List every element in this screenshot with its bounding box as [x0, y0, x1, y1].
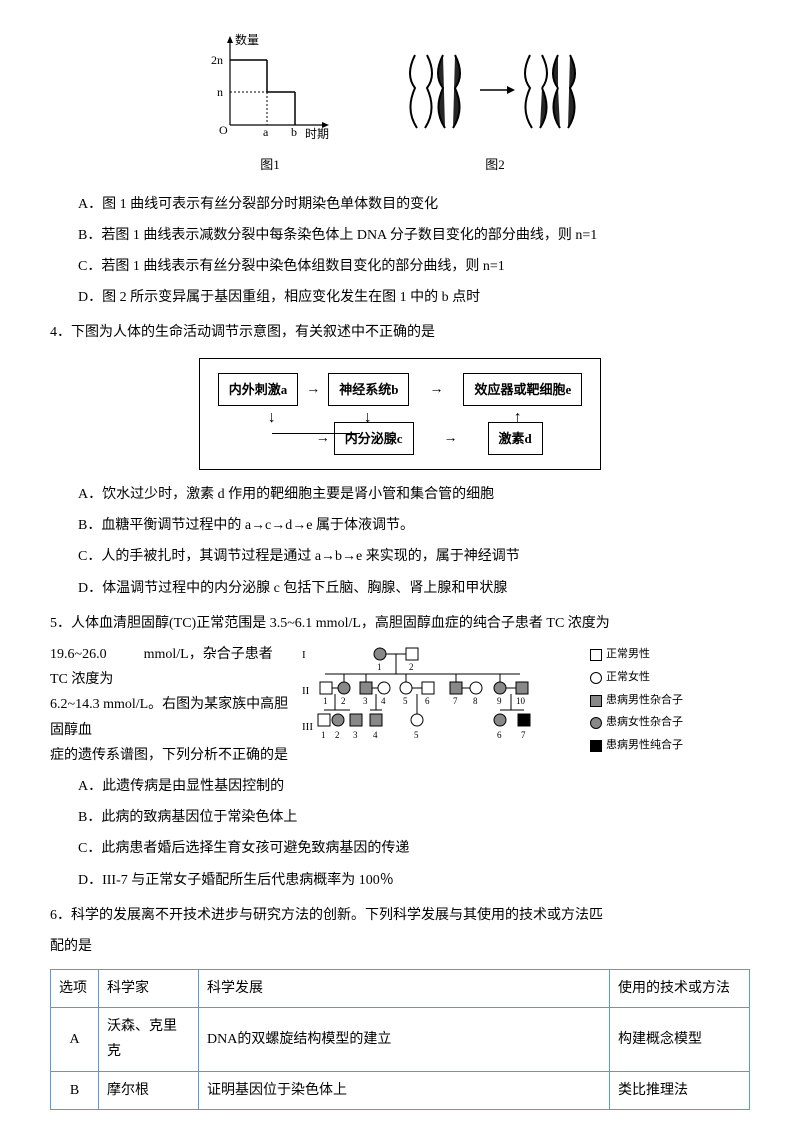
- svg-text:7: 7: [521, 730, 526, 740]
- table-header: 使用的技术或方法: [610, 970, 750, 1008]
- table-cell: A: [51, 1008, 99, 1071]
- xtick-a: a: [263, 125, 269, 139]
- flow-box-b: 神经系统b: [328, 373, 409, 406]
- q5-line3: 6.2~14.3 mmol/L。右图为某家族中高胆固醇血: [50, 692, 290, 742]
- x-axis-label: 时期: [305, 127, 329, 140]
- q5-option-c: C．此病患者婚后选择生育女孩可避免致病基因的传递: [50, 836, 750, 861]
- svg-text:5: 5: [414, 730, 419, 740]
- figure-2-caption: 图2: [395, 153, 595, 176]
- figure-1: 数量 时期 2n n O a b 图1: [205, 30, 335, 177]
- y-axis-label: 数量: [235, 32, 259, 47]
- table-cell: 沃森、克里克: [99, 1008, 199, 1071]
- table-header: 科学发展: [199, 970, 610, 1008]
- svg-text:3: 3: [353, 730, 358, 740]
- flow-box-e: 效应器或靶细胞e: [463, 373, 582, 406]
- svg-text:II: II: [302, 685, 310, 697]
- q5-option-a: A．此遗传病是由显性基因控制的: [50, 774, 750, 799]
- svg-text:4: 4: [381, 696, 386, 706]
- svg-text:7: 7: [453, 696, 458, 706]
- pedigree-diagram: I II III 1 2 1 2 3 4 5 6 7 8 9 10: [300, 642, 580, 742]
- pedigree-legend: 正常男性 正常女性 患病男性杂合子 患病女性杂合子 患病男性纯合子: [590, 642, 683, 759]
- q3-option-d: D．图 2 所示变异属于基因重组，相应变化发生在图 1 中的 b 点时: [50, 285, 750, 310]
- figure-1-caption: 图1: [205, 153, 335, 176]
- flow-box-c: 内分泌腺c: [334, 422, 414, 455]
- table-cell: 构建概念模型: [610, 1008, 750, 1071]
- arrow-icon: →: [298, 377, 328, 402]
- svg-text:6: 6: [497, 730, 502, 740]
- svg-text:2: 2: [341, 696, 346, 706]
- svg-text:6: 6: [425, 696, 430, 706]
- svg-text:2: 2: [335, 730, 340, 740]
- q5-option-d: D．III-7 与正常女子婚配所生后代患病概率为 100％: [50, 868, 750, 893]
- arrow-down-icon: ↓: [262, 404, 282, 433]
- graph-figure-1: 数量 时期 2n n O a b: [205, 30, 335, 140]
- svg-text:4: 4: [373, 730, 378, 740]
- q6-prompt-line2: 配的是: [50, 934, 750, 959]
- table-row: A 沃森、克里克 DNA的双螺旋结构模型的建立 构建概念模型: [51, 1008, 750, 1071]
- svg-text:O: O: [219, 123, 228, 137]
- svg-text:1: 1: [321, 730, 326, 740]
- q3-option-b: B．若图 1 曲线表示减数分裂中每条染色体上 DNA 分子数目变化的部分曲线，则…: [50, 223, 750, 248]
- q4-option-b: B．血糖平衡调节过程中的 a→c→d→e 属于体液调节。: [50, 513, 750, 538]
- svg-text:1: 1: [323, 696, 328, 706]
- q5-option-b: B．此病的致病基因位于常染色体上: [50, 805, 750, 830]
- svg-text:10: 10: [516, 696, 526, 706]
- q3-figures: 数量 时期 2n n O a b 图1: [50, 30, 750, 177]
- svg-text:9: 9: [497, 696, 502, 706]
- q5-line2: 19.6~26.0 mmol/L，杂合子患者 TC 浓度为: [50, 642, 290, 692]
- q4-option-a: A．饮水过少时，激素 d 作用的靶细胞主要是肾小管和集合管的细胞: [50, 482, 750, 507]
- svg-text:III: III: [302, 721, 313, 733]
- q6-prompt: 6．科学的发展离不开技术进步与研究方法的创新。下列科学发展与其使用的技术或方法匹: [50, 903, 750, 928]
- table-cell: B: [51, 1071, 99, 1109]
- arrow-icon: →: [409, 377, 463, 402]
- ytick-2n: 2n: [211, 53, 223, 67]
- svg-text:1: 1: [377, 662, 382, 672]
- table-header: 科学家: [99, 970, 199, 1008]
- xtick-b: b: [291, 125, 297, 139]
- q6-table: 选项 科学家 科学发展 使用的技术或方法 A 沃森、克里克 DNA的双螺旋结构模…: [50, 969, 750, 1110]
- svg-text:3: 3: [363, 696, 368, 706]
- table-cell: DNA的双螺旋结构模型的建立: [199, 1008, 610, 1071]
- table-header: 选项: [51, 970, 99, 1008]
- flow-box-a: 内外刺激a: [218, 373, 299, 406]
- svg-text:I: I: [302, 649, 306, 661]
- table-cell: 摩尔根: [99, 1071, 199, 1109]
- q4-prompt: 4．下图为人体的生命活动调节示意图，有关叙述中不正确的是: [50, 320, 750, 345]
- q5-content-row: 19.6~26.0 mmol/L，杂合子患者 TC 浓度为 6.2~14.3 m…: [50, 642, 750, 768]
- flow-box-d: 激素d: [488, 422, 543, 455]
- q5-line4: 症的遗传系谱图，下列分析不正确的是: [50, 743, 290, 768]
- svg-text:5: 5: [403, 696, 408, 706]
- svg-text:2: 2: [409, 662, 414, 672]
- table-cell: 证明基因位于染色体上: [199, 1071, 610, 1109]
- chromosome-figure: [395, 40, 595, 140]
- arrow-icon: →: [312, 426, 334, 451]
- table-cell: 类比推理法: [610, 1071, 750, 1109]
- q4-diagram: 内外刺激a → 神经系统b → 效应器或靶细胞e ↓ ↓ ↑ → 内分泌腺c →…: [50, 358, 750, 471]
- table-row: B 摩尔根 证明基因位于染色体上 类比推理法: [51, 1071, 750, 1109]
- svg-text:8: 8: [473, 696, 478, 706]
- table-row: 选项 科学家 科学发展 使用的技术或方法: [51, 970, 750, 1008]
- q3-option-a: A．图 1 曲线可表示有丝分裂部分时期染色单体数目的变化: [50, 192, 750, 217]
- q3-option-c: C．若图 1 曲线表示有丝分裂中染色体组数目变化的部分曲线，则 n=1: [50, 254, 750, 279]
- q4-option-c: C．人的手被扎时，其调节过程是通过 a→b→e 来实现的，属于神经调节: [50, 544, 750, 569]
- q5-intro: 5．人体血清胆固醇(TC)正常范围是 3.5~6.1 mmol/L，高胆固醇血症…: [50, 611, 750, 636]
- q4-option-d: D．体温调节过程中的内分泌腺 c 包括下丘脑、胸腺、肾上腺和甲状腺: [50, 576, 750, 601]
- ytick-n: n: [217, 85, 223, 99]
- figure-2: 图2: [395, 40, 595, 177]
- arrow-icon: →: [414, 426, 488, 451]
